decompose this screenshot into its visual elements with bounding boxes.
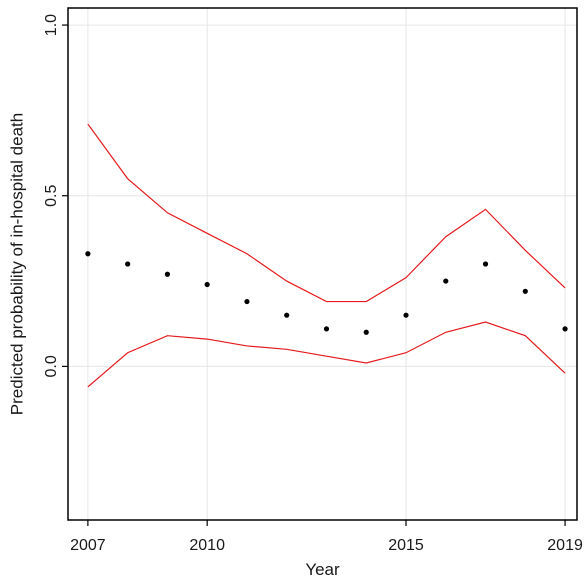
series-layer <box>85 123 568 388</box>
grid-lines <box>68 8 577 520</box>
x-tick-label: 2010 <box>189 537 225 554</box>
x-tick-label: 2019 <box>547 537 583 554</box>
data-point <box>323 326 330 332</box>
y-axis-ticks: 0.0 0.5 1.0 <box>43 14 68 378</box>
data-point <box>363 329 369 335</box>
data-point <box>562 326 568 332</box>
data-point <box>244 298 250 305</box>
x-tick-label: 2007 <box>70 537 106 554</box>
y-axis-title: Predicted probability of in-hospital dea… <box>7 113 26 415</box>
y-tick-label: 0.0 <box>43 355 60 377</box>
data-point <box>85 251 91 257</box>
x-axis-ticks: 2007 2010 2015 2019 <box>70 520 583 554</box>
data-point <box>284 312 290 318</box>
data-point <box>125 261 131 267</box>
data-point <box>482 261 489 267</box>
data-point <box>164 271 171 277</box>
x-axis-title: Year <box>305 560 340 578</box>
data-point <box>522 288 528 294</box>
upper-bound-line <box>87 123 566 303</box>
data-point <box>204 281 210 288</box>
x-tick-label: 2015 <box>388 537 424 554</box>
y-tick-label: 0.5 <box>43 185 60 207</box>
data-point <box>443 278 449 284</box>
y-tick-label: 1.0 <box>43 14 60 36</box>
data-point <box>403 312 409 318</box>
lower-bound-line <box>87 321 566 388</box>
plot-frame <box>67 7 578 521</box>
